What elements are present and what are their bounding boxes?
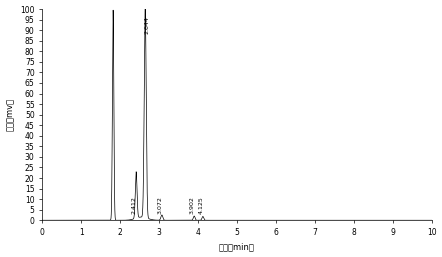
X-axis label: 时间（min）: 时间（min） (219, 242, 255, 251)
Text: 4.125: 4.125 (198, 196, 203, 214)
Y-axis label: 电压（mv）: 电压（mv） (6, 98, 15, 131)
Text: 3.072: 3.072 (157, 196, 162, 214)
Text: 3.902: 3.902 (190, 196, 194, 214)
Text: 2.412: 2.412 (131, 196, 137, 214)
Text: 2.644: 2.644 (145, 16, 149, 34)
